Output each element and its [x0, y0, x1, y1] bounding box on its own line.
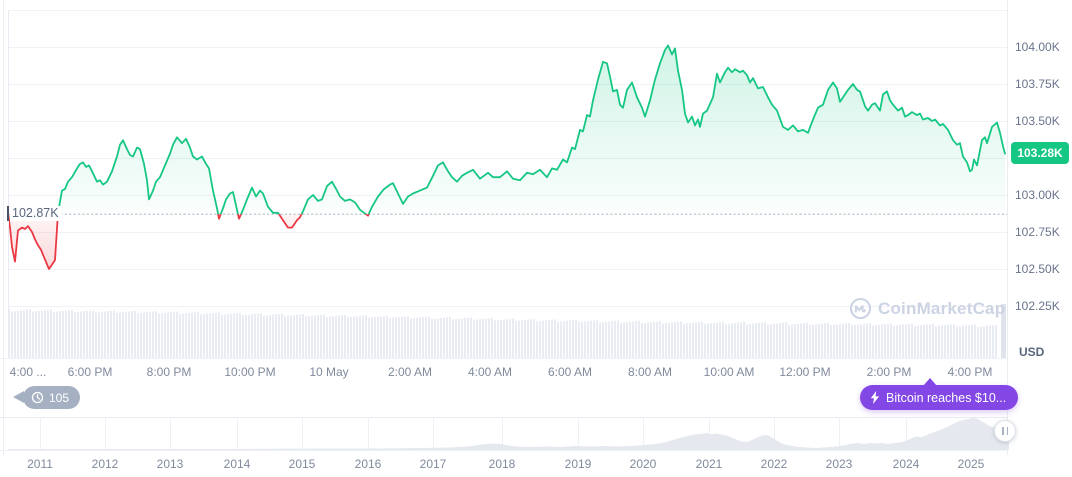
handle-grip-bar	[1006, 427, 1008, 435]
y-axis-label: 102.75K	[1015, 225, 1060, 239]
x-axis-label: 8:00 PM	[146, 365, 192, 379]
lightning-icon	[870, 391, 880, 404]
y-axis-label: 104.00K	[1015, 40, 1060, 54]
event-badge-arrow	[923, 378, 937, 386]
currency-label: USD	[1019, 345, 1045, 359]
x-axis-label: 4:00 PM	[947, 365, 993, 379]
year-label: 2023	[825, 457, 853, 471]
year-label: 2022	[760, 457, 788, 471]
event-text: Bitcoin reaches $10...	[886, 390, 1007, 405]
current-price-value: 103.28K	[1017, 146, 1063, 160]
navigator-handle[interactable]	[994, 420, 1016, 442]
coinmarketcap-logo-icon	[849, 297, 872, 320]
year-label: 2015	[288, 457, 316, 471]
x-axis-label: 10:00 PM	[224, 365, 276, 379]
x-axis-label: 12:00 PM	[779, 365, 831, 379]
year-label: 2025	[957, 457, 985, 471]
year-label: 2014	[223, 457, 251, 471]
year-label: 2024	[892, 457, 920, 471]
x-axis-label: 2:00 AM	[387, 365, 433, 379]
year-label: 2016	[354, 457, 382, 471]
x-axis-label: 2:00 PM	[866, 365, 912, 379]
x-axis-label: 4:00 AM	[467, 365, 513, 379]
y-axis-label: 103.75K	[1015, 77, 1060, 91]
x-axis-label: 8:00 AM	[627, 365, 673, 379]
history-badge[interactable]: 105	[23, 386, 81, 409]
x-axis-label: 10:00 AM	[703, 365, 755, 379]
open-price-tick	[7, 206, 9, 221]
open-price-label: 102.87K	[10, 206, 62, 221]
year-label: 2013	[156, 457, 184, 471]
x-axis-label: 4:00 ...	[9, 365, 47, 379]
year-label: 2018	[488, 457, 516, 471]
history-badge-arrow	[13, 391, 24, 403]
current-price-badge: 103.28K	[1011, 142, 1069, 164]
watermark-text: CoinMarketCap	[878, 298, 1006, 318]
y-axis-label: 103.50K	[1015, 114, 1060, 128]
event-badge[interactable]: Bitcoin reaches $10...	[860, 385, 1019, 410]
year-label: 2017	[419, 457, 447, 471]
y-axis-label: 102.50K	[1015, 262, 1060, 276]
year-label: 2021	[695, 457, 723, 471]
x-axis-label: 6:00 PM	[67, 365, 113, 379]
x-axis-label: 10 May	[309, 365, 349, 379]
year-label: 2019	[564, 457, 592, 471]
year-label: 2011	[27, 457, 53, 471]
y-axis-label: 102.25K	[1015, 299, 1060, 313]
history-count: 105	[49, 390, 70, 405]
year-label: 2012	[91, 457, 119, 471]
history-icon	[31, 391, 44, 404]
handle-grip-bar	[1002, 427, 1004, 435]
coinmarketcap-watermark[interactable]: CoinMarketCap	[849, 297, 1005, 320]
x-axis-label: 6:00 AM	[547, 365, 593, 379]
y-axis-label: 103.00K	[1015, 188, 1060, 202]
year-label: 2020	[629, 457, 657, 471]
